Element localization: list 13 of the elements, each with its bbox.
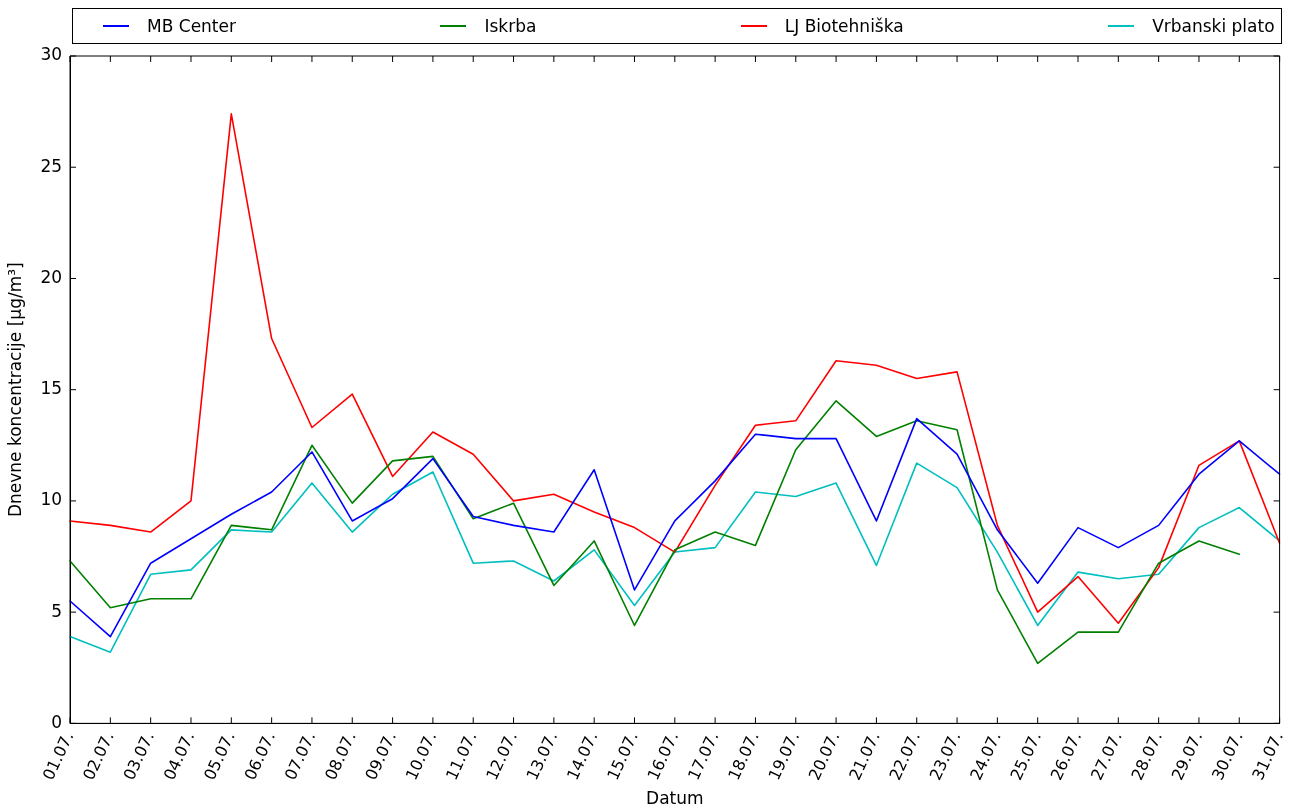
legend-label: LJ Biotehniška [784, 16, 904, 36]
y-tick-label: 0 [51, 711, 63, 732]
y-tick-label: 25 [40, 155, 63, 176]
legend-label: MB Center [147, 16, 236, 36]
y-axis-title: Dnevne koncentracije [μg/m³] [4, 262, 25, 518]
y-tick-label: 10 [40, 489, 63, 510]
y-tick-label: 20 [40, 266, 63, 287]
legend-label: Vrbanski plato [1152, 16, 1275, 36]
y-tick-label: 5 [51, 600, 63, 621]
y-tick-label: 15 [40, 378, 63, 399]
legend-label: Iskrba [484, 16, 537, 36]
x-axis-title: Datum [646, 788, 704, 809]
y-tick-label: 30 [40, 44, 63, 65]
